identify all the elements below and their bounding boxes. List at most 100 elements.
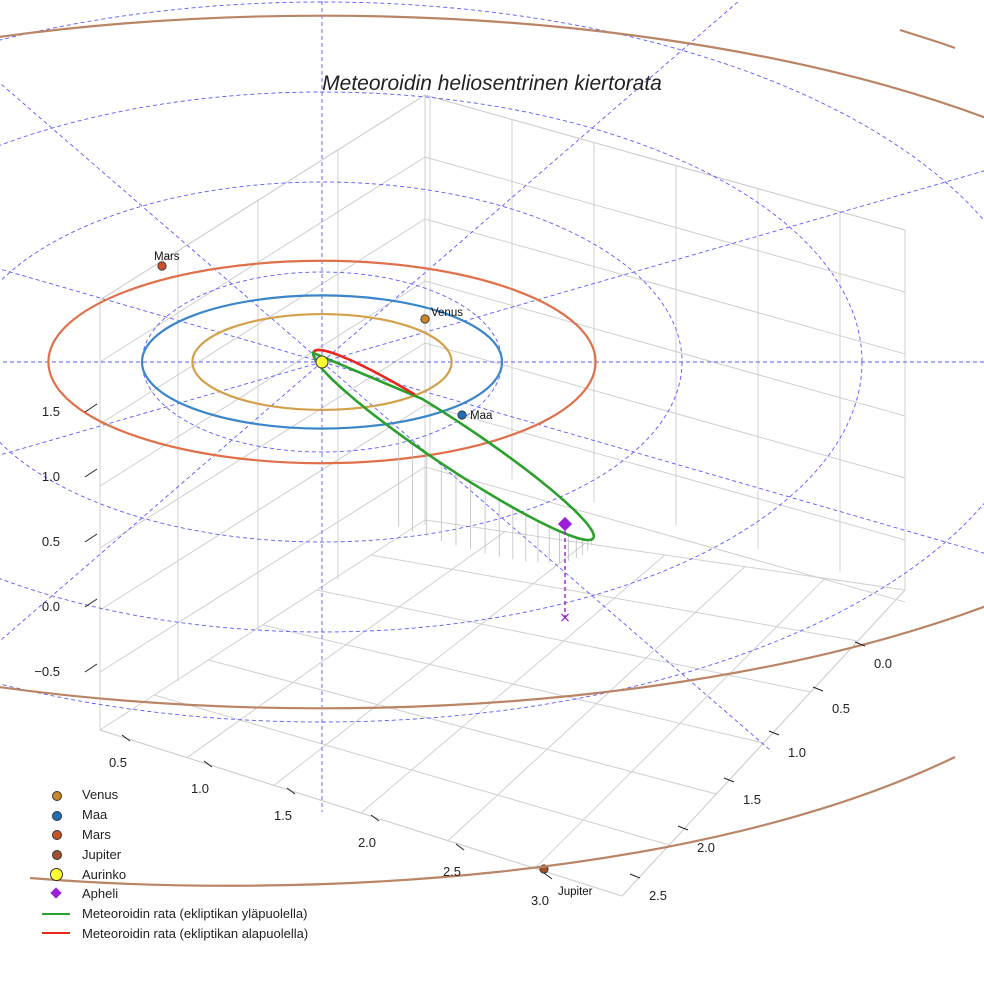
x-tick-label: 1.0 (191, 781, 209, 796)
grid-line (99, 404, 426, 611)
legend-symbol (40, 847, 76, 861)
x-tick-mark (455, 843, 465, 851)
grid-line (424, 342, 906, 479)
legend-label: Meteoroidin rata (ekliptikan yläpuolella… (82, 906, 308, 922)
legend-symbol (40, 827, 76, 841)
legend-symbol (40, 926, 76, 940)
legend-item[interactable]: Maa (40, 805, 308, 825)
legend-item[interactable]: Mars (40, 825, 308, 845)
aphelion-projection-mark: × (559, 610, 571, 626)
grid-line (99, 218, 426, 425)
x-tick-mark (121, 734, 131, 742)
grid-line (262, 624, 764, 744)
ecliptic-radial (321, 361, 773, 753)
grid-line (424, 404, 906, 541)
z-tick-label: 1.0 (42, 469, 60, 484)
grid-line (316, 589, 811, 693)
x-tick-mark (286, 787, 296, 795)
legend-item[interactable]: Apheli (40, 884, 308, 904)
x-tick-label: 2.5 (443, 864, 461, 879)
legend-item[interactable]: Meteoroidin rata (ekliptikan alapuolella… (40, 924, 308, 944)
z-tick-label: 1.5 (42, 404, 60, 419)
legend-dot (52, 810, 62, 821)
legend-symbol (40, 907, 76, 921)
grid-line (424, 156, 906, 293)
orbit-jupiter-near (29, 756, 956, 887)
legend-item[interactable]: Venus (40, 785, 308, 805)
legend-item[interactable]: Meteoroidin rata (ekliptikan yläpuolella… (40, 904, 308, 924)
legend-item[interactable]: Jupiter (40, 844, 308, 864)
x-tick-label: 1.5 (274, 808, 292, 823)
y-tick-mark (723, 777, 735, 783)
x-tick-mark (370, 814, 380, 822)
z-tick-mark (84, 468, 98, 478)
grid-line (99, 466, 426, 673)
y-tick-mark (812, 686, 824, 692)
legend-symbol (40, 788, 76, 802)
legend-dot (52, 790, 62, 801)
orbit-maa (140, 294, 504, 430)
planet-label-jupiter: Jupiter (558, 886, 593, 898)
legend-symbol (40, 808, 76, 822)
z-tick-label: 0.0 (42, 599, 60, 614)
z-tick-mark (84, 598, 98, 608)
legend-line (42, 912, 70, 915)
x-tick-mark (203, 760, 213, 768)
z-tick-mark (84, 533, 98, 543)
x-tick-mark (543, 872, 553, 880)
legend-label: Meteoroidin rata (ekliptikan alapuolella… (82, 925, 309, 941)
legend-symbol (40, 887, 76, 901)
y-tick-label: 1.0 (788, 745, 806, 760)
legend-label: Apheli (82, 886, 119, 902)
legend-dot (52, 850, 62, 861)
y-tick-label: 0.5 (832, 701, 850, 716)
legend-symbol (40, 867, 76, 882)
grid-line (424, 94, 906, 231)
ecliptic-radial (0, 361, 323, 642)
z-tick-label: 0.5 (42, 534, 60, 549)
legend-label: Mars (82, 826, 111, 842)
y-tick-mark (629, 873, 641, 879)
legend-diamond (50, 887, 62, 899)
aphelion-marker (557, 516, 573, 532)
orbit-jupiter-far (899, 28, 956, 50)
meteoroid-orbit-above (311, 350, 596, 542)
grid-line (99, 156, 426, 363)
y-tick-mark (854, 641, 866, 647)
planet-marker-mars (157, 261, 167, 271)
chart-title: Meteoroidin heliosentrinen kiertorata (322, 72, 662, 95)
legend-dot (52, 830, 62, 841)
grid-line (424, 466, 906, 603)
ecliptic-radial (321, 170, 984, 363)
ecliptic-radial (0, 82, 323, 363)
y-tick-label: 0.0 (874, 656, 892, 671)
x-tick-label: 3.0 (531, 893, 549, 908)
grid-line (99, 94, 426, 301)
ecliptic-radial (0, 268, 323, 363)
legend-line (42, 932, 70, 935)
ecliptic-radial (0, 361, 323, 456)
planet-marker-maa (457, 410, 467, 420)
grid-line (424, 280, 906, 417)
legend-sun-dot (50, 868, 63, 882)
orbit-jupiter (0, 14, 984, 710)
grid-line (99, 280, 426, 487)
z-tick-mark (84, 403, 98, 413)
legend-label: Jupiter (82, 846, 122, 862)
z-tick-label: −0.5 (34, 664, 60, 679)
sun-marker (315, 355, 329, 369)
orbit-mars (47, 259, 597, 465)
y-tick-label: 1.5 (743, 792, 761, 807)
legend-label: Venus (82, 787, 119, 803)
y-tick-mark (768, 730, 780, 736)
grid-line (621, 589, 906, 897)
z-tick-mark (84, 663, 98, 673)
ecliptic-radial (321, 361, 984, 554)
legend-label: Aurinko (82, 866, 127, 882)
y-tick-mark (677, 825, 689, 831)
legend-item[interactable]: Aurinko (40, 864, 308, 884)
grid-line (424, 218, 906, 355)
x-tick-label: 2.0 (358, 835, 376, 850)
planet-label-mars: Mars (154, 251, 180, 263)
